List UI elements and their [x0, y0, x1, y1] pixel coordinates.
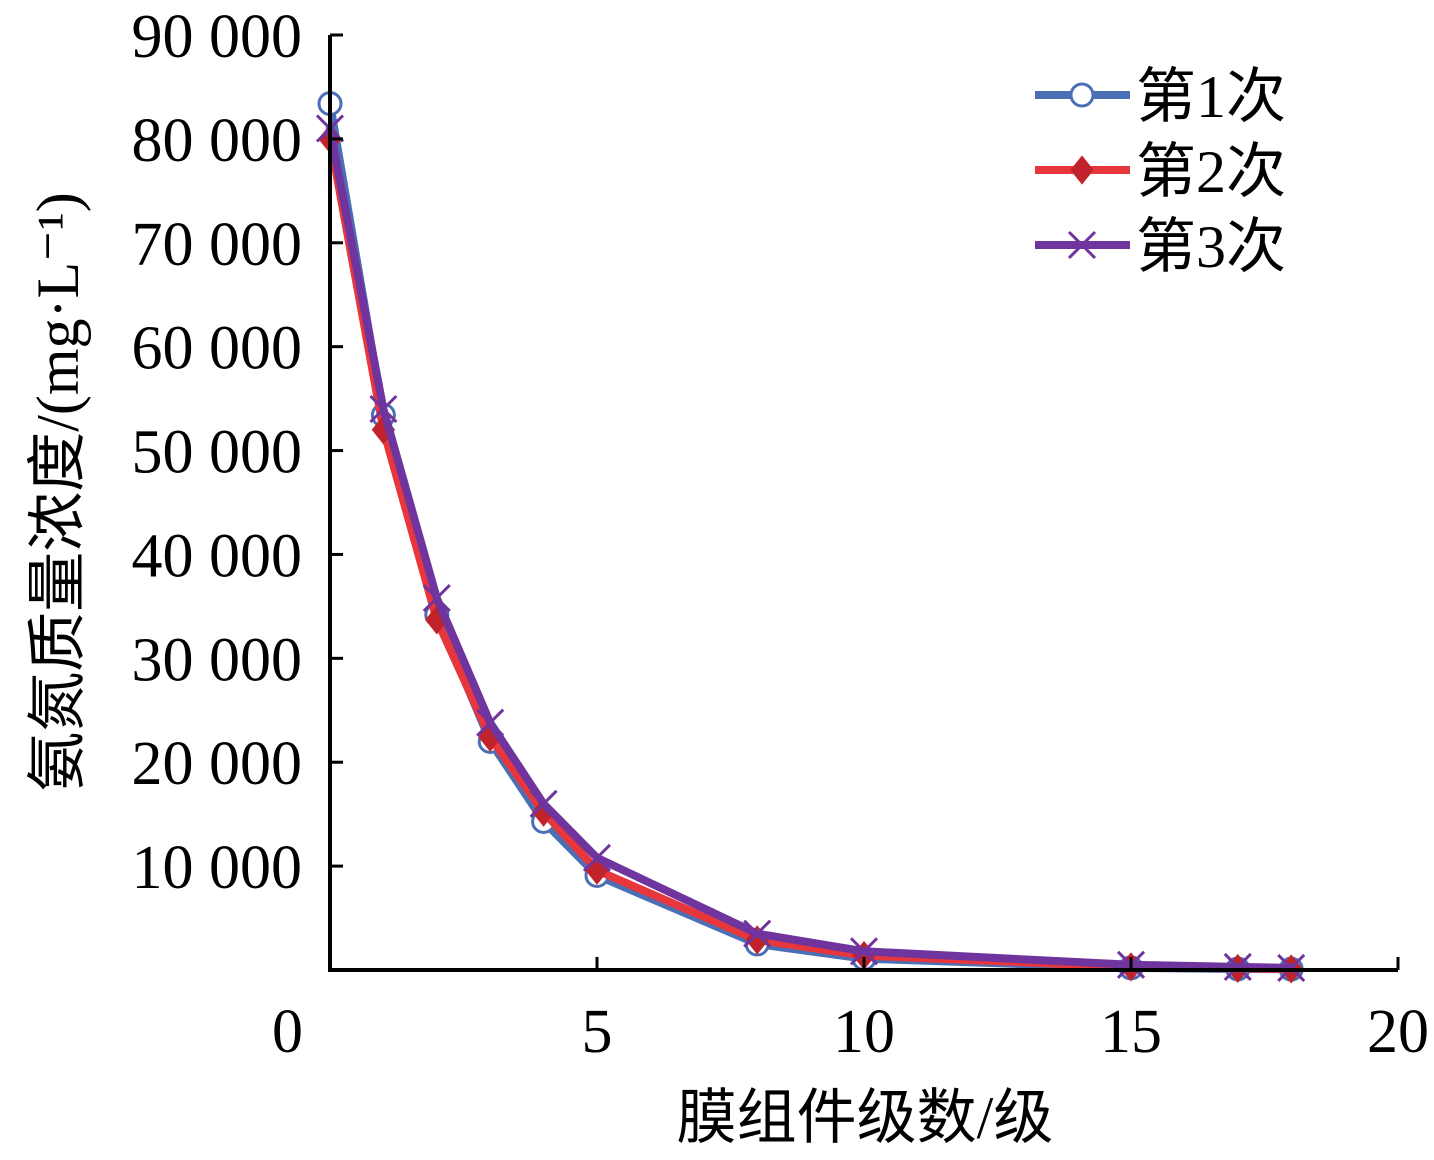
series-3-marker	[422, 584, 451, 613]
legend-item-2: 第2次	[1035, 139, 1286, 205]
y-tick-label: 40 000	[132, 522, 303, 590]
y-tick-label: 50 000	[132, 419, 303, 487]
x-tick-label: 0	[272, 998, 303, 1066]
x-tick-label: 10	[833, 998, 895, 1066]
y-tick-label: 90 000	[132, 3, 303, 71]
y-axis-label: 氨氮质量浓度/(mg·L⁻¹)	[25, 192, 91, 792]
series-3-marker	[582, 843, 612, 872]
legend-marker	[1067, 230, 1097, 260]
series-3-marker	[529, 789, 558, 818]
ticks-layer: 10 000 20 000 30 000 40 000 50 000 60 000 70 0…	[132, 3, 1430, 1066]
x-axis-label: 膜组件级数/级	[677, 1085, 1054, 1151]
x-tick-label: 5	[582, 998, 613, 1066]
y-tick-label: 30 000	[132, 626, 303, 694]
y-tick-label: 10 000	[132, 834, 303, 902]
series-3-marker	[1223, 952, 1252, 981]
x-tick-label: 20	[1367, 998, 1429, 1066]
legend-marker	[1070, 155, 1094, 185]
y-tick-label: 80 000	[132, 107, 303, 175]
series-3-marker	[369, 394, 398, 424]
legend-marker	[1069, 82, 1095, 108]
series-3-marker	[1277, 953, 1306, 982]
series-3-marker	[476, 708, 505, 737]
series-3-marker	[849, 937, 879, 966]
legend-item-1: 第1次	[1035, 64, 1286, 130]
legend-label: 第2次	[1136, 139, 1286, 205]
legend-item-3: 第3次	[1035, 214, 1286, 280]
legend-label: 第1次	[1136, 64, 1286, 130]
x-tick-label: 15	[1100, 998, 1162, 1066]
series-3-marker	[743, 919, 772, 948]
legend-label: 第3次	[1136, 214, 1286, 280]
y-tick-label: 70 000	[132, 211, 303, 279]
y-tick-label: 60 000	[132, 315, 303, 383]
y-tick-label: 20 000	[132, 730, 303, 798]
series-3	[315, 114, 1306, 982]
